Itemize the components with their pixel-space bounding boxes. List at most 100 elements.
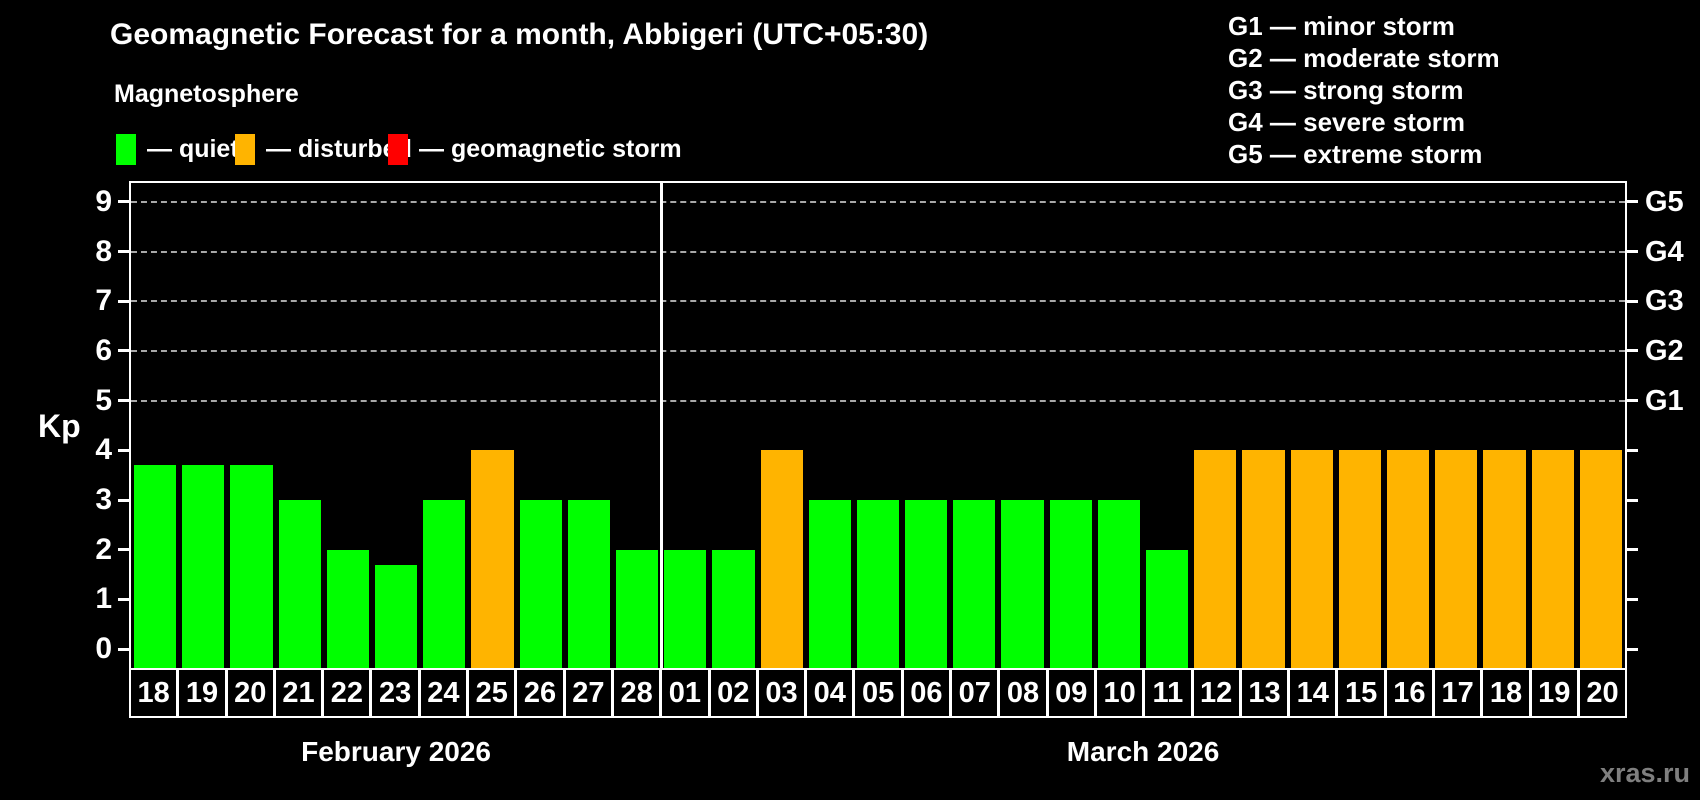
right-tick-2 [1627, 548, 1638, 552]
left-tick-3 [118, 498, 129, 502]
date-cell-22: 22 [321, 670, 369, 716]
date-cell-09: 09 [1045, 670, 1094, 716]
right-tick-5 [1627, 399, 1638, 403]
date-cell-26: 26 [514, 670, 562, 716]
kp-bar-day-16 [1387, 450, 1430, 668]
gridline-kp5 [131, 399, 1625, 402]
date-axis-row: 18 19 20 21 22 23 24 25 26 27 28 01 02 03 04 05 06 07 08 09… [129, 668, 1627, 718]
y-tick-label-3: 3 [95, 483, 112, 517]
g-level-label-g2: G2 [1645, 334, 1684, 367]
date-cell-13: 13 [1238, 670, 1287, 716]
date-cell-07: 07 [949, 670, 997, 716]
date-cell-16: 16 [1383, 670, 1432, 716]
date-cell-02: 02 [707, 670, 756, 716]
kp-bar-day-10 [1097, 500, 1141, 668]
kp-bar-day-04 [808, 500, 851, 668]
kp-bar-day-23 [374, 564, 418, 668]
kp-bar-day-17 [1435, 450, 1478, 668]
date-cell-18: 18 [1480, 670, 1528, 716]
legend-swatch-quiet [116, 134, 136, 165]
kp-bar-day-06 [905, 500, 948, 668]
month-label-1: March 2026 [1066, 736, 1220, 767]
plot-inner [131, 183, 1625, 668]
legend-item-quiet: — quiet [116, 133, 239, 166]
date-cell-15: 15 [1335, 670, 1383, 716]
y-tick-label-1: 1 [95, 582, 112, 616]
kp-bar-day-20 [230, 465, 273, 668]
date-cell-08: 08 [997, 670, 1045, 716]
chart-title: Geomagnetic Forecast for a month, Abbige… [110, 18, 929, 51]
date-cell-20: 20 [224, 670, 273, 716]
left-tick-2 [118, 548, 129, 552]
left-tick-5 [118, 399, 129, 403]
right-tick-9 [1627, 200, 1638, 204]
date-cell-17: 17 [1432, 670, 1480, 716]
right-tick-0 [1627, 647, 1638, 651]
date-cell-19: 19 [176, 670, 224, 716]
left-tick-1 [118, 597, 129, 601]
y-tick-label-4: 4 [95, 433, 112, 467]
storm-scale-line-g4: G4 — severe storm [1228, 107, 1466, 137]
g-level-label-g3: G3 [1645, 285, 1684, 318]
date-cell-11: 11 [1142, 670, 1190, 716]
kp-bar-day-19 [182, 465, 225, 668]
date-cell-19: 19 [1528, 670, 1577, 716]
kp-bar-day-18 [134, 465, 177, 668]
date-cell-18: 18 [137, 676, 170, 709]
date-cell-06: 06 [900, 670, 949, 716]
kp-bar-day-27 [567, 500, 610, 668]
kp-bar-day-13 [1242, 450, 1285, 668]
date-cell-25: 25 [466, 670, 514, 716]
kp-bar-day-22 [326, 549, 369, 668]
right-tick-1 [1627, 597, 1638, 601]
kp-bar-day-26 [519, 500, 562, 668]
date-cell-14: 14 [1287, 670, 1335, 716]
date-cell-04: 04 [804, 670, 852, 716]
date-cell-12: 12 [1190, 670, 1239, 716]
g-level-label-g1: G1 [1645, 384, 1684, 417]
kp-bar-day-19 [1531, 450, 1574, 668]
left-tick-6 [118, 349, 129, 353]
y-axis-title: Kp [38, 408, 81, 444]
left-tick-0 [118, 647, 129, 651]
g-level-label-g4: G4 [1645, 235, 1684, 268]
kp-bar-day-15 [1338, 450, 1382, 668]
storm-scale-line-g3: G3 — strong storm [1228, 75, 1464, 105]
date-cell-24: 24 [417, 670, 466, 716]
month-label-0: February 2026 [301, 736, 492, 767]
kp-bar-day-11 [1146, 549, 1189, 668]
y-tick-label-6: 6 [95, 333, 112, 367]
right-tick-3 [1627, 498, 1638, 502]
legend-swatch-storm [388, 134, 408, 165]
g-level-label-g5: G5 [1645, 185, 1684, 218]
kp-bar-day-01 [664, 549, 707, 668]
magnetosphere-label: Magnetosphere [114, 80, 299, 108]
legend-label-quiet: — quiet [147, 135, 239, 163]
y-tick-label-5: 5 [95, 383, 112, 417]
plot-area [129, 181, 1627, 670]
right-tick-4 [1627, 448, 1638, 452]
left-tick-9 [118, 200, 129, 204]
kp-bar-day-03 [760, 450, 803, 668]
gridline-kp8 [131, 250, 1625, 253]
storm-scale-line-g1: G1 — minor storm [1228, 11, 1455, 41]
kp-bar-day-12 [1194, 450, 1237, 668]
kp-bar-day-05 [856, 500, 900, 668]
kp-bar-day-18 [1483, 450, 1526, 668]
kp-bar-day-08 [1001, 500, 1044, 668]
legend-item-disturbed: — disturbed [235, 133, 412, 166]
date-cell-01: 01 [659, 670, 707, 716]
kp-bar-day-09 [1049, 500, 1092, 668]
kp-bar-day-20 [1579, 450, 1622, 668]
left-tick-4 [118, 448, 129, 452]
right-tick-6 [1627, 349, 1638, 353]
legend-swatch-disturbed [235, 134, 255, 165]
y-tick-label-0: 0 [95, 632, 112, 666]
status-legend: — quiet — disturbed — geomagnetic storm [0, 133, 1100, 166]
kp-bar-day-07 [953, 500, 996, 668]
date-cell-28: 28 [610, 670, 659, 716]
right-tick-7 [1627, 299, 1638, 303]
date-cell-05: 05 [852, 670, 900, 716]
legend-label-disturbed: — disturbed [266, 135, 412, 163]
date-cell-21: 21 [272, 670, 321, 716]
